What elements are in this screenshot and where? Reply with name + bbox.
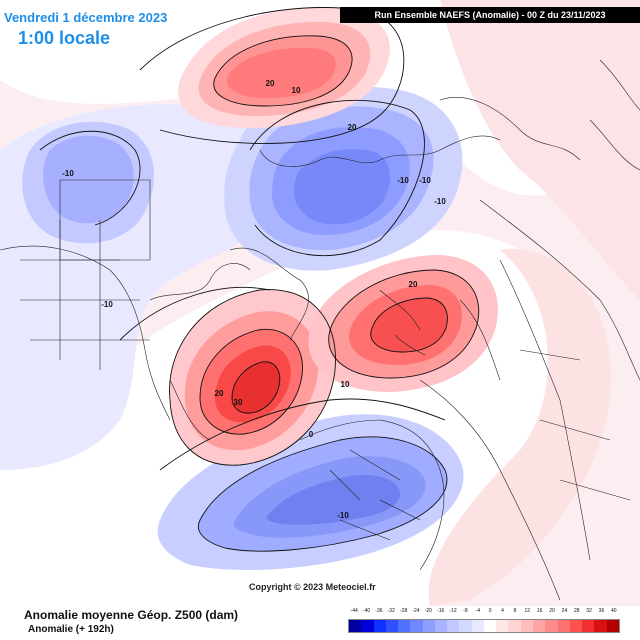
contour-label: -10 (397, 176, 409, 185)
legend-swatch (569, 620, 583, 632)
legend-label: -16 (437, 608, 445, 614)
legend-swatch (422, 620, 435, 632)
legend-label: 36 (598, 608, 605, 614)
legend-swatch (532, 620, 546, 632)
map-subtitle: Anomalie (+ 192h) (28, 624, 114, 635)
legend-label: 16 (536, 608, 543, 614)
legend-label: -36 (375, 608, 383, 614)
legend-label: -40 (362, 608, 371, 614)
legend-labels: -44 -40 -36 -32 -28 -24 -20 -16 -12 -8 -4 0 4 8 12 16 20… (348, 608, 620, 618)
legend-label: -20 (424, 608, 432, 614)
contour-labels: 20 10 20 -10 -10 -10 -10 20 -10 20 30 10… (62, 79, 446, 520)
legend-swatch (606, 620, 619, 632)
forecast-local-time: 1:00 locale (18, 28, 111, 48)
legend-swatch (398, 620, 411, 632)
legend-label: -4 (475, 608, 481, 614)
contour-label: 10 (341, 380, 350, 389)
legend-label: -44 (350, 608, 358, 614)
contour-label: -10 (62, 169, 74, 178)
legend-color-bar (348, 619, 620, 633)
map-footer: Anomalie moyenne Géop. Z500 (dam) Anomal… (0, 606, 640, 640)
legend-label: -12 (449, 608, 457, 614)
legend-label: 28 (573, 608, 580, 614)
negative-anomaly-north (224, 86, 463, 271)
contour-label: 10 (292, 86, 301, 95)
legend-swatch (459, 620, 472, 632)
contour-lines (39, 7, 480, 552)
contour-label: 0 (309, 430, 314, 439)
contour-label: 30 (234, 398, 243, 407)
legend-swatch (434, 620, 448, 632)
legend-swatch (349, 620, 362, 632)
legend-swatch (361, 620, 374, 632)
legend-label: 4 (501, 608, 504, 614)
legend-label: -32 (387, 608, 395, 614)
positive-anomaly-pacific (178, 7, 390, 129)
legend-label: 20 (549, 608, 555, 614)
run-info-banner: Run Ensemble NAEFS (Anomalie) - 00 Z du … (340, 7, 640, 23)
legend-swatch (582, 620, 595, 632)
negative-anomaly-alaska (22, 121, 154, 244)
legend-label: 40 (611, 608, 617, 614)
legend-swatch (557, 620, 570, 632)
legend-swatch (385, 620, 399, 632)
contour-label: -10 (337, 511, 349, 520)
coastlines (0, 59, 640, 601)
legend-swatch (483, 620, 497, 632)
legend-swatch (471, 620, 484, 632)
contour-label: 20 (348, 123, 357, 132)
legend-swatch (508, 620, 521, 632)
contour-label: -10 (101, 300, 113, 309)
contour-label: -10 (419, 176, 431, 185)
forecast-date: Vendredi 1 décembre 2023 (4, 10, 168, 25)
contour-label: -10 (434, 197, 446, 206)
legend-swatch (496, 620, 509, 632)
map-title: Anomalie moyenne Géop. Z500 (dam) (24, 608, 239, 622)
positive-anomaly-atlantic (169, 289, 336, 466)
legend-label: 8 (513, 608, 517, 614)
contour-label: 20 (215, 389, 224, 398)
legend-label: -8 (463, 608, 468, 614)
legend-swatch (545, 620, 558, 632)
anomaly-map: 20 10 20 -10 -10 -10 -10 20 -10 20 30 10… (0, 0, 640, 606)
legend-label: 32 (586, 608, 592, 614)
legend-label: -28 (400, 608, 408, 614)
legend-swatch (447, 620, 460, 632)
legend-label: 24 (561, 608, 568, 614)
copyright-text: Copyright © 2023 Meteociel.fr (249, 582, 376, 592)
legend-swatch (373, 620, 386, 632)
contour-label: 20 (409, 280, 418, 289)
legend-label: 12 (524, 608, 531, 614)
legend-swatch (520, 620, 533, 632)
contour-label: 20 (266, 79, 275, 88)
legend-swatch (410, 620, 423, 632)
legend-label: -24 (412, 608, 420, 614)
legend-label: 0 (488, 608, 492, 614)
legend-swatch (594, 620, 607, 632)
color-legend: -44 -40 -36 -32 -28 -24 -20 -16 -12 -8 -4 0 4 8 12 16 20… (348, 608, 620, 633)
